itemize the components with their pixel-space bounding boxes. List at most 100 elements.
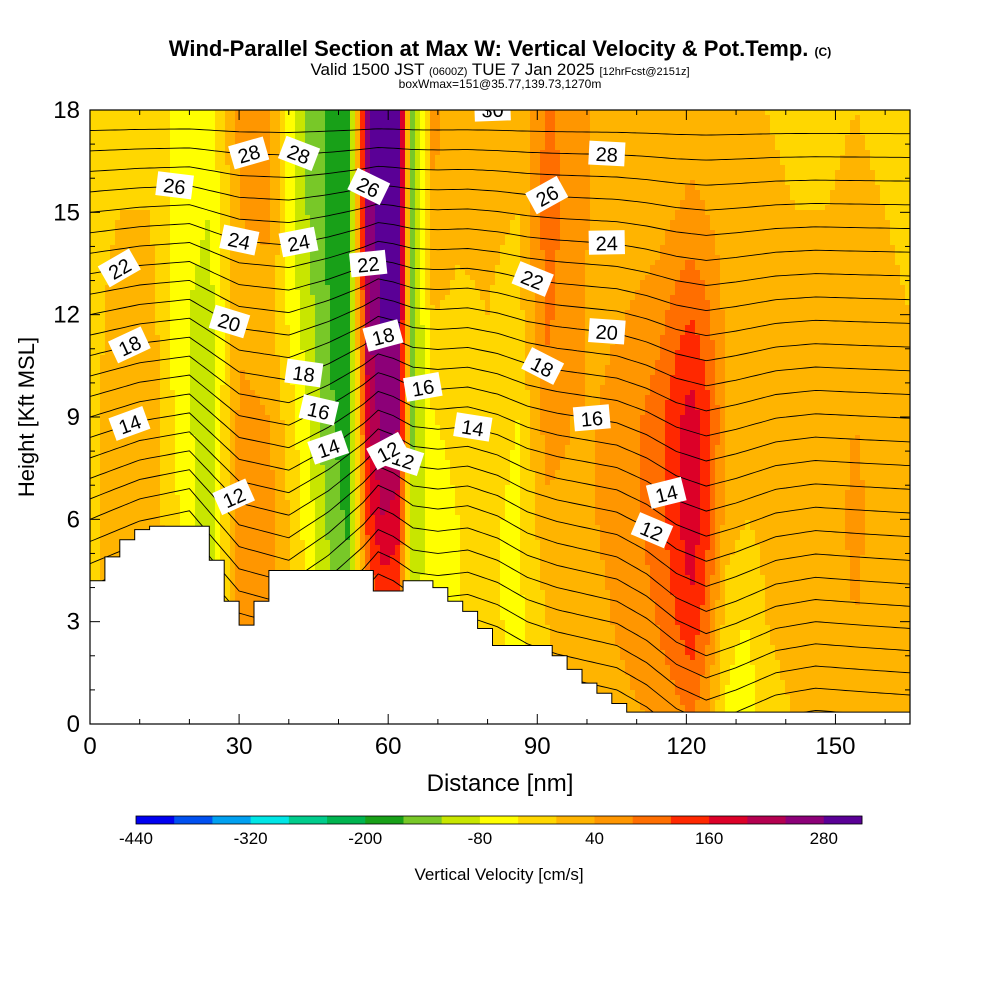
velocity-cell [175,515,181,521]
velocity-cell [125,495,131,501]
velocity-cell [175,265,181,271]
velocity-cell [120,210,126,216]
velocity-cell [260,340,266,346]
velocity-cell [150,190,156,196]
velocity-cell [155,500,161,506]
velocity-cell [130,170,136,176]
velocity-cell [245,340,251,346]
velocity-cell [230,555,236,561]
velocity-cell [90,280,96,286]
velocity-cell [265,110,271,116]
velocity-cell [230,385,236,391]
velocity-cell [210,155,216,161]
velocity-cell [195,210,201,216]
velocity-cell [180,140,186,146]
velocity-cell [205,285,211,291]
velocity-cell [230,430,236,436]
velocity-cell [180,165,186,171]
velocity-cell [230,570,236,576]
velocity-cell [105,285,111,291]
velocity-cell [250,480,256,486]
velocity-cell [195,345,201,351]
velocity-cell [150,240,156,246]
velocity-cell [290,220,296,226]
velocity-cell [180,275,186,281]
velocity-cell [100,555,106,561]
velocity-cell [115,130,121,136]
velocity-cell [185,265,191,271]
velocity-cell [250,620,256,626]
velocity-cell [165,265,171,271]
velocity-cell [175,325,181,331]
velocity-cell [115,185,121,191]
velocity-cell [205,175,211,181]
velocity-cell [285,515,291,521]
velocity-cell [175,130,181,136]
velocity-cell [135,315,141,321]
velocity-cell [105,305,111,311]
velocity-cell [180,290,186,296]
velocity-cell [100,405,106,411]
velocity-cell [105,240,111,246]
velocity-cell [275,390,281,396]
velocity-cell [275,200,281,206]
velocity-cell [225,290,231,296]
velocity-cell [175,370,181,376]
velocity-cell [215,405,221,411]
velocity-cell [160,450,166,456]
velocity-cell [90,110,96,116]
velocity-cell [185,150,191,156]
velocity-cell [270,430,276,436]
velocity-cell [155,140,161,146]
velocity-cell [155,475,161,481]
velocity-cell [280,305,286,311]
velocity-cell [145,120,151,126]
velocity-cell [245,565,251,571]
velocity-cell [210,285,216,291]
velocity-cell [170,305,176,311]
velocity-cell [95,370,101,376]
velocity-cell [150,285,156,291]
velocity-cell [160,445,166,451]
velocity-cell [165,205,171,211]
velocity-cell [190,200,196,206]
velocity-cell [100,415,106,421]
velocity-cell [105,495,111,501]
velocity-cell [150,380,156,386]
velocity-cell [275,380,281,386]
velocity-cell [275,385,281,391]
velocity-cell [160,135,166,141]
velocity-cell [260,265,266,271]
velocity-cell [150,315,156,321]
velocity-cell [190,400,196,406]
velocity-cell [270,360,276,366]
velocity-cell [150,450,156,456]
velocity-cell [255,525,261,531]
velocity-cell [225,185,231,191]
velocity-cell [235,440,241,446]
velocity-cell [265,290,271,296]
velocity-cell [205,205,211,211]
velocity-cell [95,305,101,311]
velocity-cell [195,175,201,181]
velocity-cell [185,450,191,456]
velocity-cell [205,280,211,286]
velocity-cell [100,535,106,541]
velocity-cell [195,135,201,141]
velocity-cell [265,435,271,441]
velocity-cell [275,500,281,506]
velocity-cell [140,430,146,436]
velocity-cell [225,195,231,201]
velocity-cell [90,325,96,331]
velocity-cell [280,260,286,266]
velocity-cell [150,460,156,466]
velocity-cell [175,125,181,131]
velocity-cell [130,180,136,186]
velocity-cell [280,350,286,356]
velocity-cell [110,310,116,316]
velocity-cell [95,145,101,151]
velocity-cell [180,370,186,376]
velocity-cell [150,155,156,161]
velocity-cell [150,260,156,266]
velocity-cell [285,525,291,531]
